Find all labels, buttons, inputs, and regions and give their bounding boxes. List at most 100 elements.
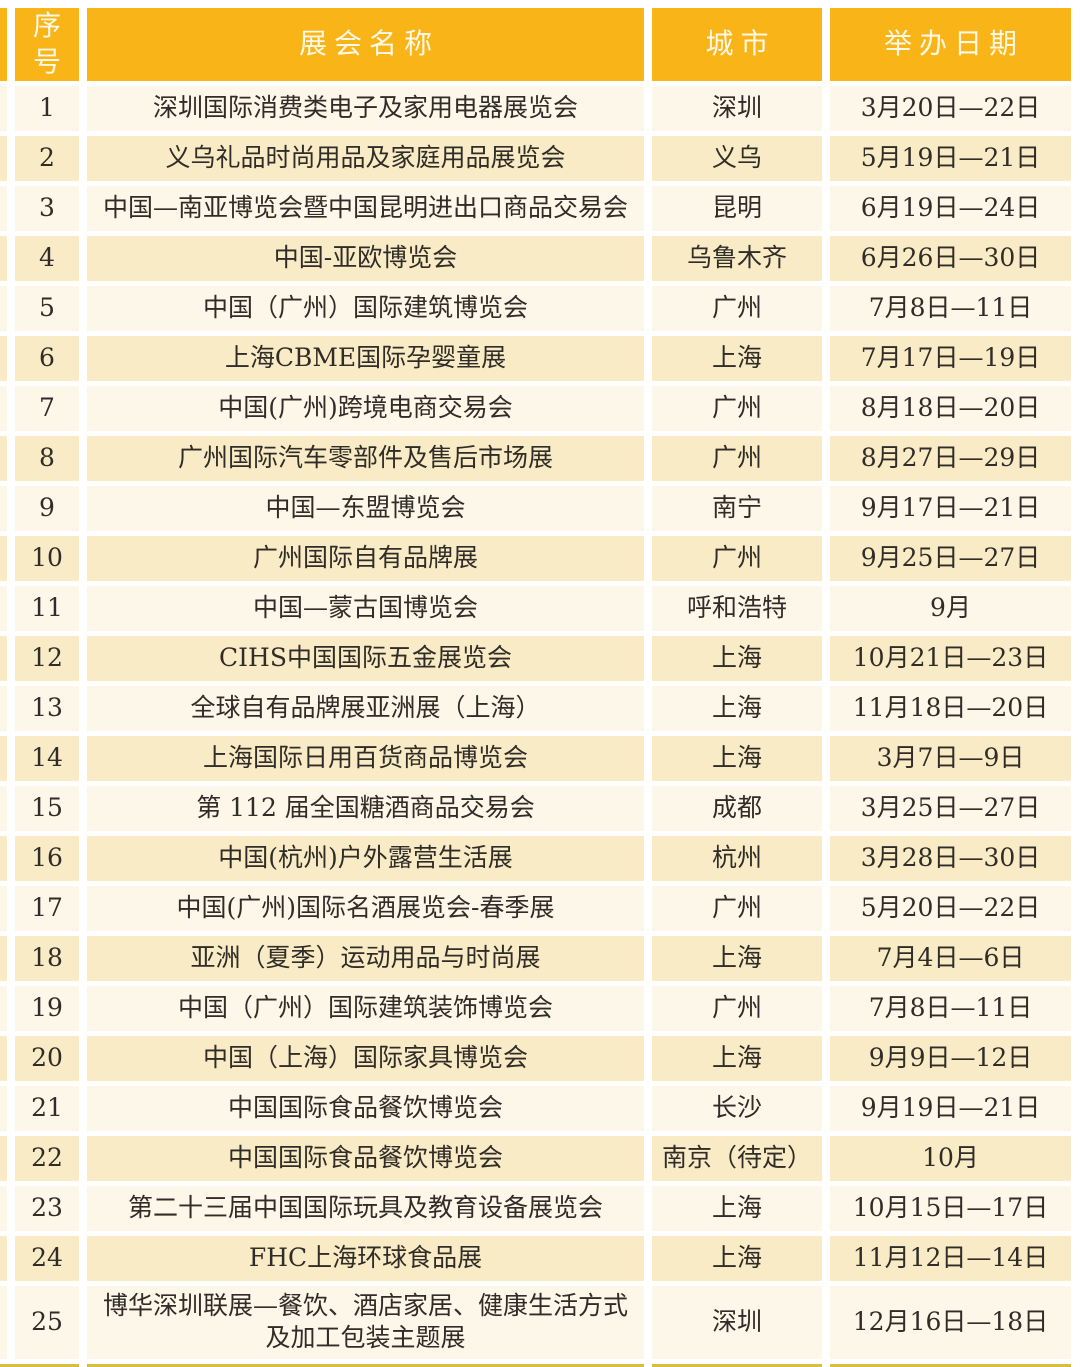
exhibition-name-cell: 博华深圳联展—餐饮、酒店家居、健康生活方式及加工包装主题展 bbox=[87, 1285, 644, 1359]
row-number-cell: 3 bbox=[15, 185, 79, 231]
left-edge-column-fragment bbox=[0, 85, 7, 131]
row-number-cell: 25 bbox=[15, 1285, 79, 1359]
date-cell: 9月25日—27日 bbox=[830, 535, 1071, 581]
date-cell: 10月21日—23日 bbox=[830, 635, 1071, 681]
left-edge-column-fragment bbox=[0, 735, 7, 781]
left-edge-column-fragment bbox=[0, 1135, 7, 1181]
exhibition-name-cell: 亚洲（夏季）运动用品与时尚展 bbox=[87, 935, 644, 981]
left-edge-column-fragment bbox=[0, 485, 7, 531]
city-cell: 成都 bbox=[652, 785, 822, 831]
left-edge-column-fragment bbox=[0, 885, 7, 931]
left-edge-column-fragment bbox=[0, 785, 7, 831]
left-edge-column-fragment bbox=[0, 385, 7, 431]
row-number-cell: 7 bbox=[15, 385, 79, 431]
city-cell: 广州 bbox=[652, 985, 822, 1031]
date-cell: 7月8日—11日 bbox=[830, 985, 1071, 1031]
left-edge-column-fragment bbox=[0, 235, 7, 281]
exhibition-name-cell: 上海CBME国际孕婴童展 bbox=[87, 335, 644, 381]
row-number-cell: 11 bbox=[15, 585, 79, 631]
city-cell: 上海 bbox=[652, 1185, 822, 1231]
date-cell: 8月18日—20日 bbox=[830, 385, 1071, 431]
header-cell-no: 序号 bbox=[15, 8, 79, 81]
left-edge-column-fragment bbox=[0, 835, 7, 881]
exhibition-name-cell: 中国国际食品餐饮博览会 bbox=[87, 1135, 644, 1181]
city-cell: 上海 bbox=[652, 635, 822, 681]
left-edge-column-fragment bbox=[0, 8, 7, 81]
left-edge-column-fragment bbox=[0, 535, 7, 581]
date-cell: 7月4日—6日 bbox=[830, 935, 1071, 981]
exhibition-name-cell: 中国(广州)国际名酒展览会-春季展 bbox=[87, 885, 644, 931]
date-cell: 5月19日—21日 bbox=[830, 135, 1071, 181]
exhibition-name-cell: 第 112 届全国糖酒商品交易会 bbox=[87, 785, 644, 831]
date-cell: 7月17日—19日 bbox=[830, 335, 1071, 381]
row-number-cell: 6 bbox=[15, 335, 79, 381]
date-cell: 7月8日—11日 bbox=[830, 285, 1071, 331]
city-cell: 上海 bbox=[652, 935, 822, 981]
city-cell: 广州 bbox=[652, 435, 822, 481]
date-cell: 10月15日—17日 bbox=[830, 1185, 1071, 1231]
exhibition-name-cell: 上海国际日用百货商品博览会 bbox=[87, 735, 644, 781]
date-cell: 9月9日—12日 bbox=[830, 1035, 1071, 1081]
left-edge-column-fragment bbox=[0, 935, 7, 981]
row-number-cell: 18 bbox=[15, 935, 79, 981]
exhibition-name-cell: 中国（上海）国际家具博览会 bbox=[87, 1035, 644, 1081]
city-cell: 上海 bbox=[652, 335, 822, 381]
city-cell: 上海 bbox=[652, 735, 822, 781]
exhibition-name-cell: 广州国际汽车零部件及售后市场展 bbox=[87, 435, 644, 481]
row-number-cell: 21 bbox=[15, 1085, 79, 1131]
left-edge-column-fragment bbox=[0, 1185, 7, 1231]
left-edge-column-fragment bbox=[0, 1235, 7, 1281]
city-cell: 昆明 bbox=[652, 185, 822, 231]
city-cell: 杭州 bbox=[652, 835, 822, 881]
row-number-cell: 23 bbox=[15, 1185, 79, 1231]
header-cell-name: 展会名称 bbox=[87, 8, 644, 81]
city-cell: 长沙 bbox=[652, 1085, 822, 1131]
row-number-cell: 16 bbox=[15, 835, 79, 881]
date-cell: 3月7日—9日 bbox=[830, 735, 1071, 781]
date-cell: 11月12日—14日 bbox=[830, 1235, 1071, 1281]
row-number-cell: 19 bbox=[15, 985, 79, 1031]
exhibition-name-cell: 深圳国际消费类电子及家用电器展览会 bbox=[87, 85, 644, 131]
city-cell: 呼和浩特 bbox=[652, 585, 822, 631]
header-cell-date: 举办日期 bbox=[830, 8, 1071, 81]
city-cell: 深圳 bbox=[652, 85, 822, 131]
exhibition-name-cell: 全球自有品牌展亚洲展（上海） bbox=[87, 685, 644, 731]
city-cell: 广州 bbox=[652, 885, 822, 931]
city-cell: 义乌 bbox=[652, 135, 822, 181]
left-edge-column-fragment bbox=[0, 1285, 7, 1359]
exhibition-name-cell: 中国-亚欧博览会 bbox=[87, 235, 644, 281]
left-edge-column-fragment bbox=[0, 685, 7, 731]
exhibition-name-cell: 中国—蒙古国博览会 bbox=[87, 585, 644, 631]
city-cell: 南京（待定） bbox=[652, 1135, 822, 1181]
table-bottom-rule bbox=[830, 1363, 1071, 1367]
row-number-cell: 12 bbox=[15, 635, 79, 681]
city-cell: 深圳 bbox=[652, 1285, 822, 1359]
date-cell: 5月20日—22日 bbox=[830, 885, 1071, 931]
left-edge-column-fragment bbox=[0, 335, 7, 381]
city-cell: 上海 bbox=[652, 1235, 822, 1281]
exhibition-name-cell: 中国（广州）国际建筑装饰博览会 bbox=[87, 985, 644, 1031]
left-edge-column-fragment bbox=[0, 985, 7, 1031]
row-number-cell: 5 bbox=[15, 285, 79, 331]
left-edge-column-fragment bbox=[0, 1035, 7, 1081]
exhibition-name-cell: 第二十三届中国国际玩具及教育设备展览会 bbox=[87, 1185, 644, 1231]
date-cell: 11月18日—20日 bbox=[830, 685, 1071, 731]
city-cell: 广州 bbox=[652, 285, 822, 331]
left-edge-column-fragment bbox=[0, 285, 7, 331]
exhibition-name-cell: 中国—东盟博览会 bbox=[87, 485, 644, 531]
row-number-cell: 10 bbox=[15, 535, 79, 581]
date-cell: 12月16日—18日 bbox=[830, 1285, 1071, 1359]
left-edge-column-fragment bbox=[0, 185, 7, 231]
date-cell: 9月 bbox=[830, 585, 1071, 631]
exhibition-name-cell: FHC上海环球食品展 bbox=[87, 1235, 644, 1281]
left-edge-column-fragment bbox=[0, 635, 7, 681]
row-number-cell: 9 bbox=[15, 485, 79, 531]
date-cell: 9月17日—21日 bbox=[830, 485, 1071, 531]
row-number-cell: 13 bbox=[15, 685, 79, 731]
exhibition-name-cell: 义乌礼品时尚用品及家庭用品展览会 bbox=[87, 135, 644, 181]
row-number-cell: 14 bbox=[15, 735, 79, 781]
date-cell: 3月28日—30日 bbox=[830, 835, 1071, 881]
row-number-cell: 24 bbox=[15, 1235, 79, 1281]
date-cell: 9月19日—21日 bbox=[830, 1085, 1071, 1131]
city-cell: 上海 bbox=[652, 1035, 822, 1081]
